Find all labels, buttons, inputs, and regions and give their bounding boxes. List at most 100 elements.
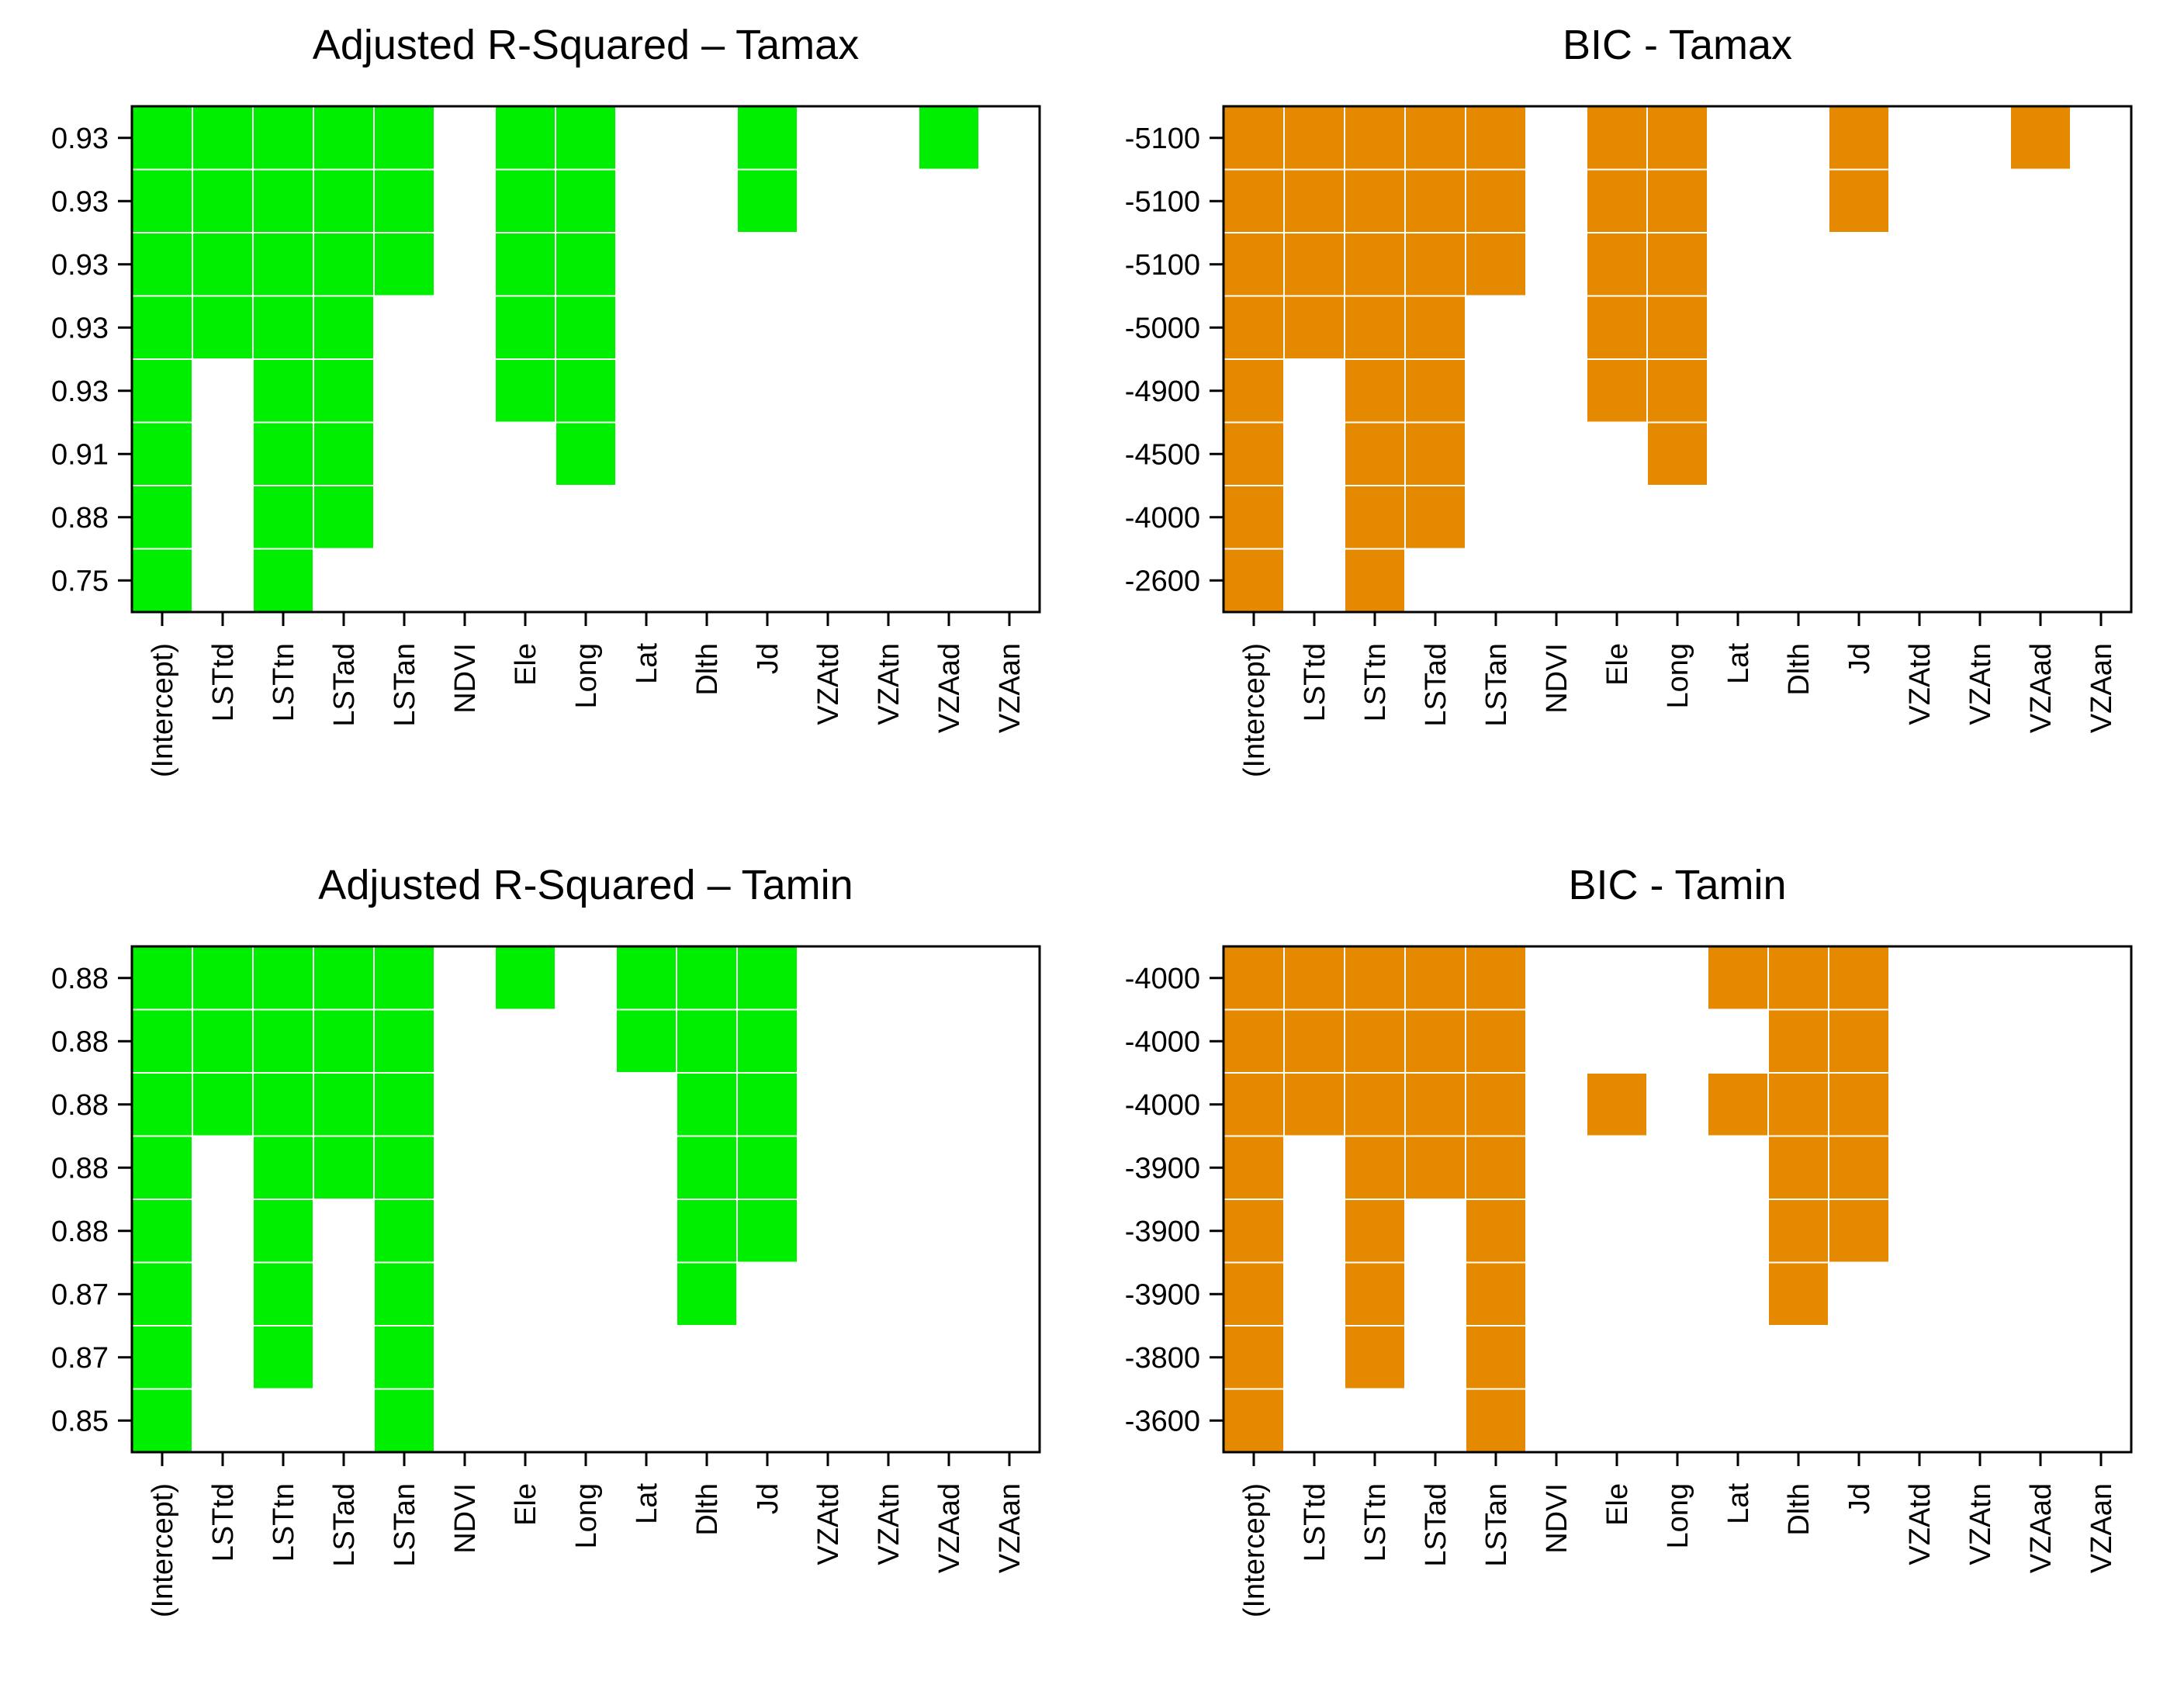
cell-dlth-row-5 xyxy=(1767,1198,1829,1264)
cell-intercept-row-3 xyxy=(1223,232,1285,297)
cell-lsttn-row-6 xyxy=(1344,421,1406,486)
cell-lstad-row-7 xyxy=(1404,485,1466,550)
x-tick-label: Long xyxy=(570,643,603,709)
cell-long-row-4 xyxy=(1646,295,1708,360)
y-tick-label: 0.88 xyxy=(51,1026,109,1058)
cell-lstan-row-1 xyxy=(1465,946,1527,1011)
cell-lsttn-row-3 xyxy=(1344,232,1406,297)
cell-intercept-row-4 xyxy=(1223,1135,1285,1200)
cell-jd-row-4 xyxy=(1828,1135,1890,1200)
cell-lsttn-row-6 xyxy=(1344,1261,1406,1326)
cell-lsttn-row-3 xyxy=(1344,1072,1406,1137)
y-tick-label: -3800 xyxy=(1125,1342,1200,1375)
cell-long-row-3 xyxy=(555,232,617,297)
y-tick-label: 0.88 xyxy=(51,502,109,534)
cell-jd-row-1 xyxy=(736,946,798,1011)
cell-lstad-row-6 xyxy=(1404,421,1466,486)
cell-ele-row-4 xyxy=(494,295,556,360)
cell-jd-row-2 xyxy=(1828,1008,1890,1074)
cell-jd-row-5 xyxy=(736,1198,798,1264)
cell-dlth-row-4 xyxy=(1767,1135,1829,1200)
cell-lsttd-row-4 xyxy=(1283,295,1345,360)
chart-title: BIC - Tamin xyxy=(1568,862,1786,908)
x-tick-label: Long xyxy=(570,1483,603,1549)
cell-dlth-row-1 xyxy=(676,946,738,1011)
cell-lsttn-row-7 xyxy=(1344,1325,1406,1390)
y-tick-label: -5100 xyxy=(1125,185,1200,218)
y-tick-label: 0.93 xyxy=(51,249,109,282)
cell-intercept-row-5 xyxy=(131,358,193,424)
cell-lsttn-row-5 xyxy=(1344,1198,1406,1264)
cell-lsttn-row-2 xyxy=(252,168,314,233)
cell-vzaad-row-1 xyxy=(918,105,980,171)
cell-intercept-row-6 xyxy=(131,1261,193,1326)
x-tick-label: Ele xyxy=(1601,643,1634,686)
cell-lsttn-row-4 xyxy=(252,1135,314,1200)
cell-jd-row-1 xyxy=(736,105,798,171)
cell-intercept-row-6 xyxy=(1223,1261,1285,1326)
cell-dlth-row-3 xyxy=(676,1072,738,1137)
x-tick-label: Long xyxy=(1662,1483,1694,1549)
x-tick-label: VZAtd xyxy=(812,643,845,725)
x-tick-label: VZAtn xyxy=(873,1483,905,1565)
cell-lsttd-row-2 xyxy=(192,1008,254,1074)
cell-intercept-row-1 xyxy=(1223,946,1285,1011)
cell-intercept-row-4 xyxy=(131,1135,193,1200)
cell-lstan-row-8 xyxy=(373,1388,435,1453)
cell-lsttn-row-6 xyxy=(252,421,314,486)
chart-svg: Adjusted R-Squared – Tamin 0.88 0.88 0.88 0.… xyxy=(51,862,1041,1617)
y-tick-label: -4500 xyxy=(1125,438,1200,471)
x-tick-label: LSTtd xyxy=(1299,643,1331,721)
cell-intercept-row-3 xyxy=(131,232,193,297)
x-tick-label: LSTtd xyxy=(1299,1483,1331,1562)
x-tick-label: Lat xyxy=(1722,643,1755,684)
cell-lstad-row-3 xyxy=(313,1072,375,1137)
cell-lstad-row-2 xyxy=(1404,168,1466,233)
cell-lsttn-row-4 xyxy=(252,295,314,360)
cell-lsttn-row-2 xyxy=(1344,168,1406,233)
cell-lstan-row-2 xyxy=(1465,168,1527,233)
y-tick-label: 0.93 xyxy=(51,123,109,155)
cell-lstan-row-6 xyxy=(373,1261,435,1326)
x-tick-label: LSTad xyxy=(328,643,361,727)
cell-jd-row-2 xyxy=(736,1008,798,1074)
x-tick-label: LSTtd xyxy=(207,1483,240,1562)
chart-svg: Adjusted R-Squared – Tamax 0.93 0.93 0.93 0.… xyxy=(51,22,1041,777)
cell-ele-row-2 xyxy=(1586,168,1648,233)
cell-lstan-row-8 xyxy=(1465,1388,1527,1453)
y-tick-label: 0.88 xyxy=(51,1216,109,1248)
x-tick-label: NDVI xyxy=(449,643,482,714)
cell-lstan-row-2 xyxy=(1465,1008,1527,1074)
cell-intercept-row-6 xyxy=(1223,421,1285,486)
cell-jd-row-2 xyxy=(1828,168,1890,233)
cell-intercept-row-1 xyxy=(1223,105,1285,171)
x-tick-label: LSTad xyxy=(1420,1483,1452,1567)
cell-intercept-row-5 xyxy=(1223,358,1285,424)
cell-lstan-row-3 xyxy=(1465,232,1527,297)
chart-title: Adjusted R-Squared – Tamin xyxy=(318,862,853,908)
x-tick-label: LSTtn xyxy=(268,643,300,721)
cell-long-row-2 xyxy=(555,168,617,233)
x-tick-label: VZAad xyxy=(2025,643,2058,733)
x-tick-label: VZAtd xyxy=(1904,1483,1937,1565)
cell-lstad-row-7 xyxy=(313,485,375,550)
chart-svg: BIC - Tamin -4000 -4000 -4000 -3900 -3900 -390… xyxy=(1125,862,2133,1617)
cell-intercept-row-2 xyxy=(131,168,193,233)
x-tick-label: VZAad xyxy=(933,1483,966,1573)
cell-long-row-5 xyxy=(555,358,617,424)
cell-lsttd-row-1 xyxy=(1283,946,1345,1011)
cell-lsttn-row-2 xyxy=(1344,1008,1406,1074)
x-tick-label: VZAan xyxy=(2085,643,2118,733)
cell-intercept-row-1 xyxy=(131,946,193,1011)
cell-long-row-6 xyxy=(1646,421,1708,486)
x-tick-label: Lat xyxy=(631,1483,663,1524)
x-tick-label: (Intercept) xyxy=(147,1483,179,1617)
x-tick-label: VZAtn xyxy=(873,643,905,725)
x-tick-label: VZAan xyxy=(994,1483,1026,1573)
cell-jd-row-3 xyxy=(736,1072,798,1137)
chart-title: Adjusted R-Squared – Tamax xyxy=(313,22,859,68)
cell-lstad-row-1 xyxy=(1404,105,1466,171)
x-tick-label: Ele xyxy=(1601,1483,1634,1526)
cell-lsttn-row-1 xyxy=(252,946,314,1011)
cell-intercept-row-6 xyxy=(131,421,193,486)
